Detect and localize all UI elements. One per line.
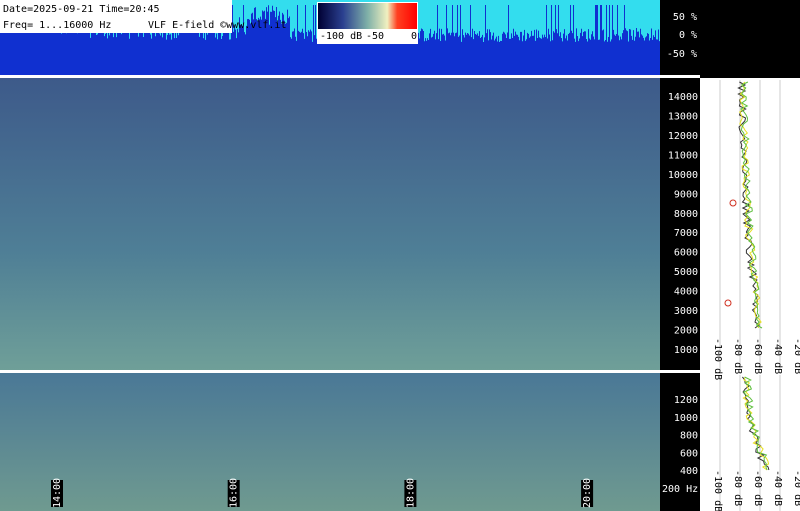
upper-spectrogram: [0, 78, 660, 370]
level-label: -20 dB: [792, 470, 800, 506]
upper-spectrum: [719, 80, 781, 370]
time-label: 14:00: [52, 478, 63, 508]
freq-label: 600: [680, 448, 698, 459]
lower-spectrum-panel: [700, 373, 800, 511]
freq-label: 6000: [674, 248, 698, 259]
source-line: VLF E-field ©www.vlf.it: [148, 20, 286, 31]
level-label: -60 dB: [752, 470, 763, 506]
spectrum-line: [742, 376, 770, 471]
lower-spectrum: [719, 375, 781, 511]
freq-label: 4000: [674, 287, 698, 298]
freq-label: 7000: [674, 228, 698, 239]
freq-label: 5000: [674, 267, 698, 278]
date-line: Date=2025-09-21 Time=20:45: [3, 4, 160, 15]
freq-label: 200 Hz: [662, 484, 698, 495]
freq-label: 11000: [668, 150, 698, 161]
spectrum-line: [739, 81, 762, 329]
freq-label: 1000: [674, 413, 698, 424]
freq-label: 14000: [668, 92, 698, 103]
time-label: 20:00: [582, 478, 593, 508]
time-box: [581, 480, 594, 507]
freq-label: 13000: [668, 111, 698, 122]
colorbar-label: 0: [411, 31, 417, 42]
freq-line: Freq= 1...16000 Hz: [3, 20, 111, 31]
freq-label: 8000: [674, 209, 698, 220]
spectrum-line: [740, 81, 763, 329]
separator: [0, 75, 700, 78]
spectrum-line: [743, 376, 768, 471]
level-label: -40 dB: [772, 338, 783, 374]
time-label: 16:00: [229, 478, 240, 508]
level-label: -100 dB: [712, 338, 723, 380]
level-label: -40 dB: [772, 470, 783, 506]
waveform: [0, 5, 660, 75]
level-label: -60 dB: [752, 338, 763, 374]
waveform-label: 50 %: [673, 12, 697, 23]
freq-label: 800: [680, 431, 698, 442]
colorbar-label: -100 dB: [320, 31, 362, 42]
time-label: 18:00: [405, 478, 416, 508]
freq-label: 12000: [668, 131, 698, 142]
waveform-label: 0 %: [679, 30, 697, 41]
level-label: -100 dB: [712, 470, 723, 511]
time-box: [404, 480, 417, 507]
marker: [729, 199, 737, 207]
separator: [0, 370, 800, 373]
level-label: -80 dB: [732, 470, 743, 506]
freq-label: 3000: [674, 306, 698, 317]
level-label: -20 dB: [792, 338, 800, 374]
lower-spectrogram: [0, 373, 660, 511]
freq-label: 1200: [674, 395, 698, 406]
freq-label: 400: [680, 466, 698, 477]
freq-label: 10000: [668, 170, 698, 181]
time-box: [227, 480, 240, 507]
marker: [724, 299, 732, 307]
time-box: [51, 480, 63, 507]
colorbar-label: -50: [366, 31, 384, 42]
header-box: [0, 0, 232, 33]
colorbar: [318, 3, 417, 29]
level-label: -80 dB: [732, 338, 743, 374]
waveform-label: -50 %: [667, 49, 697, 60]
freq-label: 1000: [674, 345, 698, 356]
labels: -100 dB -50 0 50 % 0 % -50 % 14000 13000 12000 11…: [51, 12, 800, 511]
freq-label: 9000: [674, 189, 698, 200]
freq-label: 2000: [674, 326, 698, 337]
